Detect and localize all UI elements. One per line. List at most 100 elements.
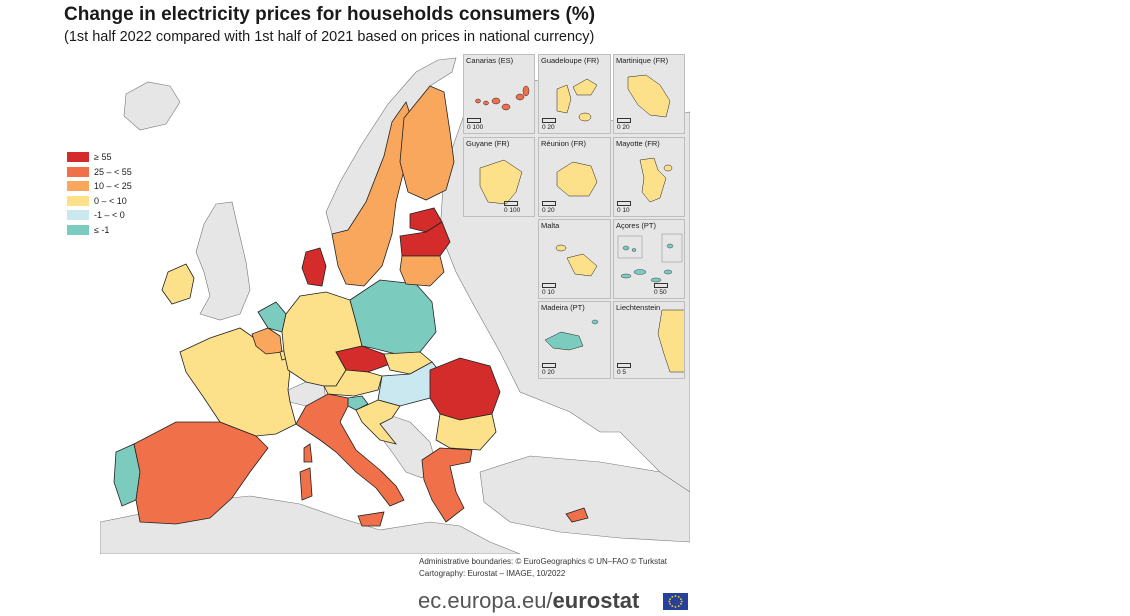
scale-bar: 0 20 <box>617 118 631 131</box>
scale-bar-graphic <box>617 363 631 368</box>
map-title: Change in electricity prices for househo… <box>64 4 596 25</box>
legend-item: ≤ -1 <box>67 223 132 238</box>
legend: ≥ 55 25 – < 55 10 – < 25 0 – < 10 -1 – <… <box>67 150 132 237</box>
inset-guyane: Guyane (FR) 0 100 <box>463 137 535 217</box>
legend-label: 0 – < 10 <box>94 195 127 206</box>
country-netherlands <box>257 301 287 333</box>
scale-bar-graphic <box>504 201 518 206</box>
country-sicily <box>357 511 385 527</box>
inset-label: Liechtenstein <box>616 303 661 312</box>
scale-bar: 0 50 <box>654 283 668 296</box>
scale-label: 0 100 <box>467 124 484 131</box>
country-croatia <box>355 399 401 445</box>
scale-bar-graphic <box>542 283 556 288</box>
inset-label: Canarias (ES) <box>466 56 514 65</box>
scale-label: 0 20 <box>542 369 555 376</box>
inset-guyane-shape <box>479 159 523 205</box>
scale-bar: 0 20 <box>542 118 556 131</box>
map-subtitle: (1st half 2022 compared with 1st half of… <box>64 29 595 45</box>
inset-madeira-shape <box>544 319 599 351</box>
legend-item: -1 – < 0 <box>67 208 132 223</box>
inset-guadeloupe: Guadeloupe (FR) 0 20 <box>538 54 611 134</box>
country-bulgaria <box>435 413 497 451</box>
country-romania <box>429 357 501 421</box>
scale-label: 0 20 <box>542 124 555 131</box>
legend-item: 10 – < 25 <box>67 179 132 194</box>
legend-swatch <box>67 210 89 221</box>
legend-label: ≤ -1 <box>94 224 110 235</box>
great-britain <box>195 201 251 321</box>
country-sardinia <box>299 467 313 501</box>
legend-item: 0 – < 10 <box>67 194 132 209</box>
inset-reunion-shape <box>556 161 598 197</box>
iceland <box>123 81 181 131</box>
inset-mayotte: Mayotte (FR) 0 10 <box>613 137 685 217</box>
scale-bar: 0 10 <box>617 201 631 214</box>
eu-flag-icon <box>663 593 688 610</box>
inset-martinique-shape <box>627 74 671 118</box>
inset-reunion: Réunion (FR) 0 20 <box>538 137 611 217</box>
inset-malta-shape <box>555 244 598 277</box>
scale-label: 0 20 <box>617 124 630 131</box>
country-italy <box>295 393 405 507</box>
scale-label: 0 100 <box>504 207 521 214</box>
scale-bar: 0 100 <box>467 118 483 131</box>
brand-name: eurostat <box>552 588 640 613</box>
scale-bar-graphic <box>617 201 631 206</box>
country-ireland <box>161 263 195 305</box>
credits-cartography: Cartography: Eurostat – IMAGE, 10/2022 <box>419 569 566 578</box>
credits-boundaries: Administrative boundaries: © EuroGeograp… <box>419 557 668 566</box>
legend-item: 25 – < 55 <box>67 165 132 180</box>
legend-swatch <box>67 224 89 235</box>
inset-label: Madeira (PT) <box>541 303 585 312</box>
inset-liechtenstein-shape <box>657 309 684 373</box>
country-corsica <box>303 443 313 463</box>
inset-madeira: Madeira (PT) 0 20 <box>538 301 611 379</box>
inset-label: Réunion (FR) <box>541 139 587 148</box>
eu-countries <box>113 85 589 527</box>
inset-acores-shape <box>617 233 683 283</box>
legend-label: -1 – < 0 <box>94 210 125 221</box>
inset-label: Martinique (FR) <box>616 56 669 65</box>
country-cyprus <box>565 507 589 523</box>
legend-label: 10 – < 25 <box>94 181 132 192</box>
country-denmark <box>301 247 327 287</box>
eurostat-link[interactable]: ec.europa.eu/eurostat <box>418 588 639 614</box>
turkey <box>479 455 690 543</box>
inset-label: Guadeloupe (FR) <box>541 56 599 65</box>
scale-bar-graphic <box>467 118 481 123</box>
country-finland <box>399 85 455 201</box>
inset-canarias: Canarias (ES) 0 100 <box>463 54 535 134</box>
scale-bar-graphic <box>542 118 556 123</box>
scale-bar-graphic <box>617 118 631 123</box>
scale-label: 0 20 <box>542 207 555 214</box>
legend-swatch <box>67 181 89 192</box>
legend-label: ≥ 55 <box>94 152 112 163</box>
country-greece <box>421 447 473 523</box>
legend-label: 25 – < 55 <box>94 166 132 177</box>
legend-swatch <box>67 152 89 163</box>
inset-label: Malta <box>541 221 560 230</box>
country-poland <box>349 279 437 355</box>
country-lithuania <box>399 255 445 287</box>
inset-mayotte-shape <box>639 157 673 203</box>
scale-bar: 0 20 <box>542 363 556 376</box>
legend-swatch <box>67 195 89 206</box>
scale-bar: 0 20 <box>542 201 556 214</box>
inset-liechtenstein: Liechtenstein 0 5 <box>613 301 685 379</box>
scale-label: 0 5 <box>617 369 627 376</box>
inset-label: Mayotte (FR) <box>616 139 660 148</box>
scale-bar: 0 10 <box>542 283 556 296</box>
legend-swatch <box>67 166 89 177</box>
inset-malta: Malta 0 10 <box>538 219 611 299</box>
credits: Administrative boundaries: © EuroGeograp… <box>419 556 667 580</box>
inset-guadeloupe-shape <box>556 78 598 122</box>
scale-label: 0 50 <box>654 289 667 296</box>
inset-canarias-shape <box>475 85 530 111</box>
scale-label: 0 10 <box>617 207 630 214</box>
brand-site: ec.europa.eu/ <box>418 588 553 613</box>
inset-acores: Açores (PT) 0 50 <box>613 219 685 299</box>
scale-label: 0 10 <box>542 289 555 296</box>
inset-label: Guyane (FR) <box>466 139 510 148</box>
inset-martinique: Martinique (FR) 0 20 <box>613 54 685 134</box>
